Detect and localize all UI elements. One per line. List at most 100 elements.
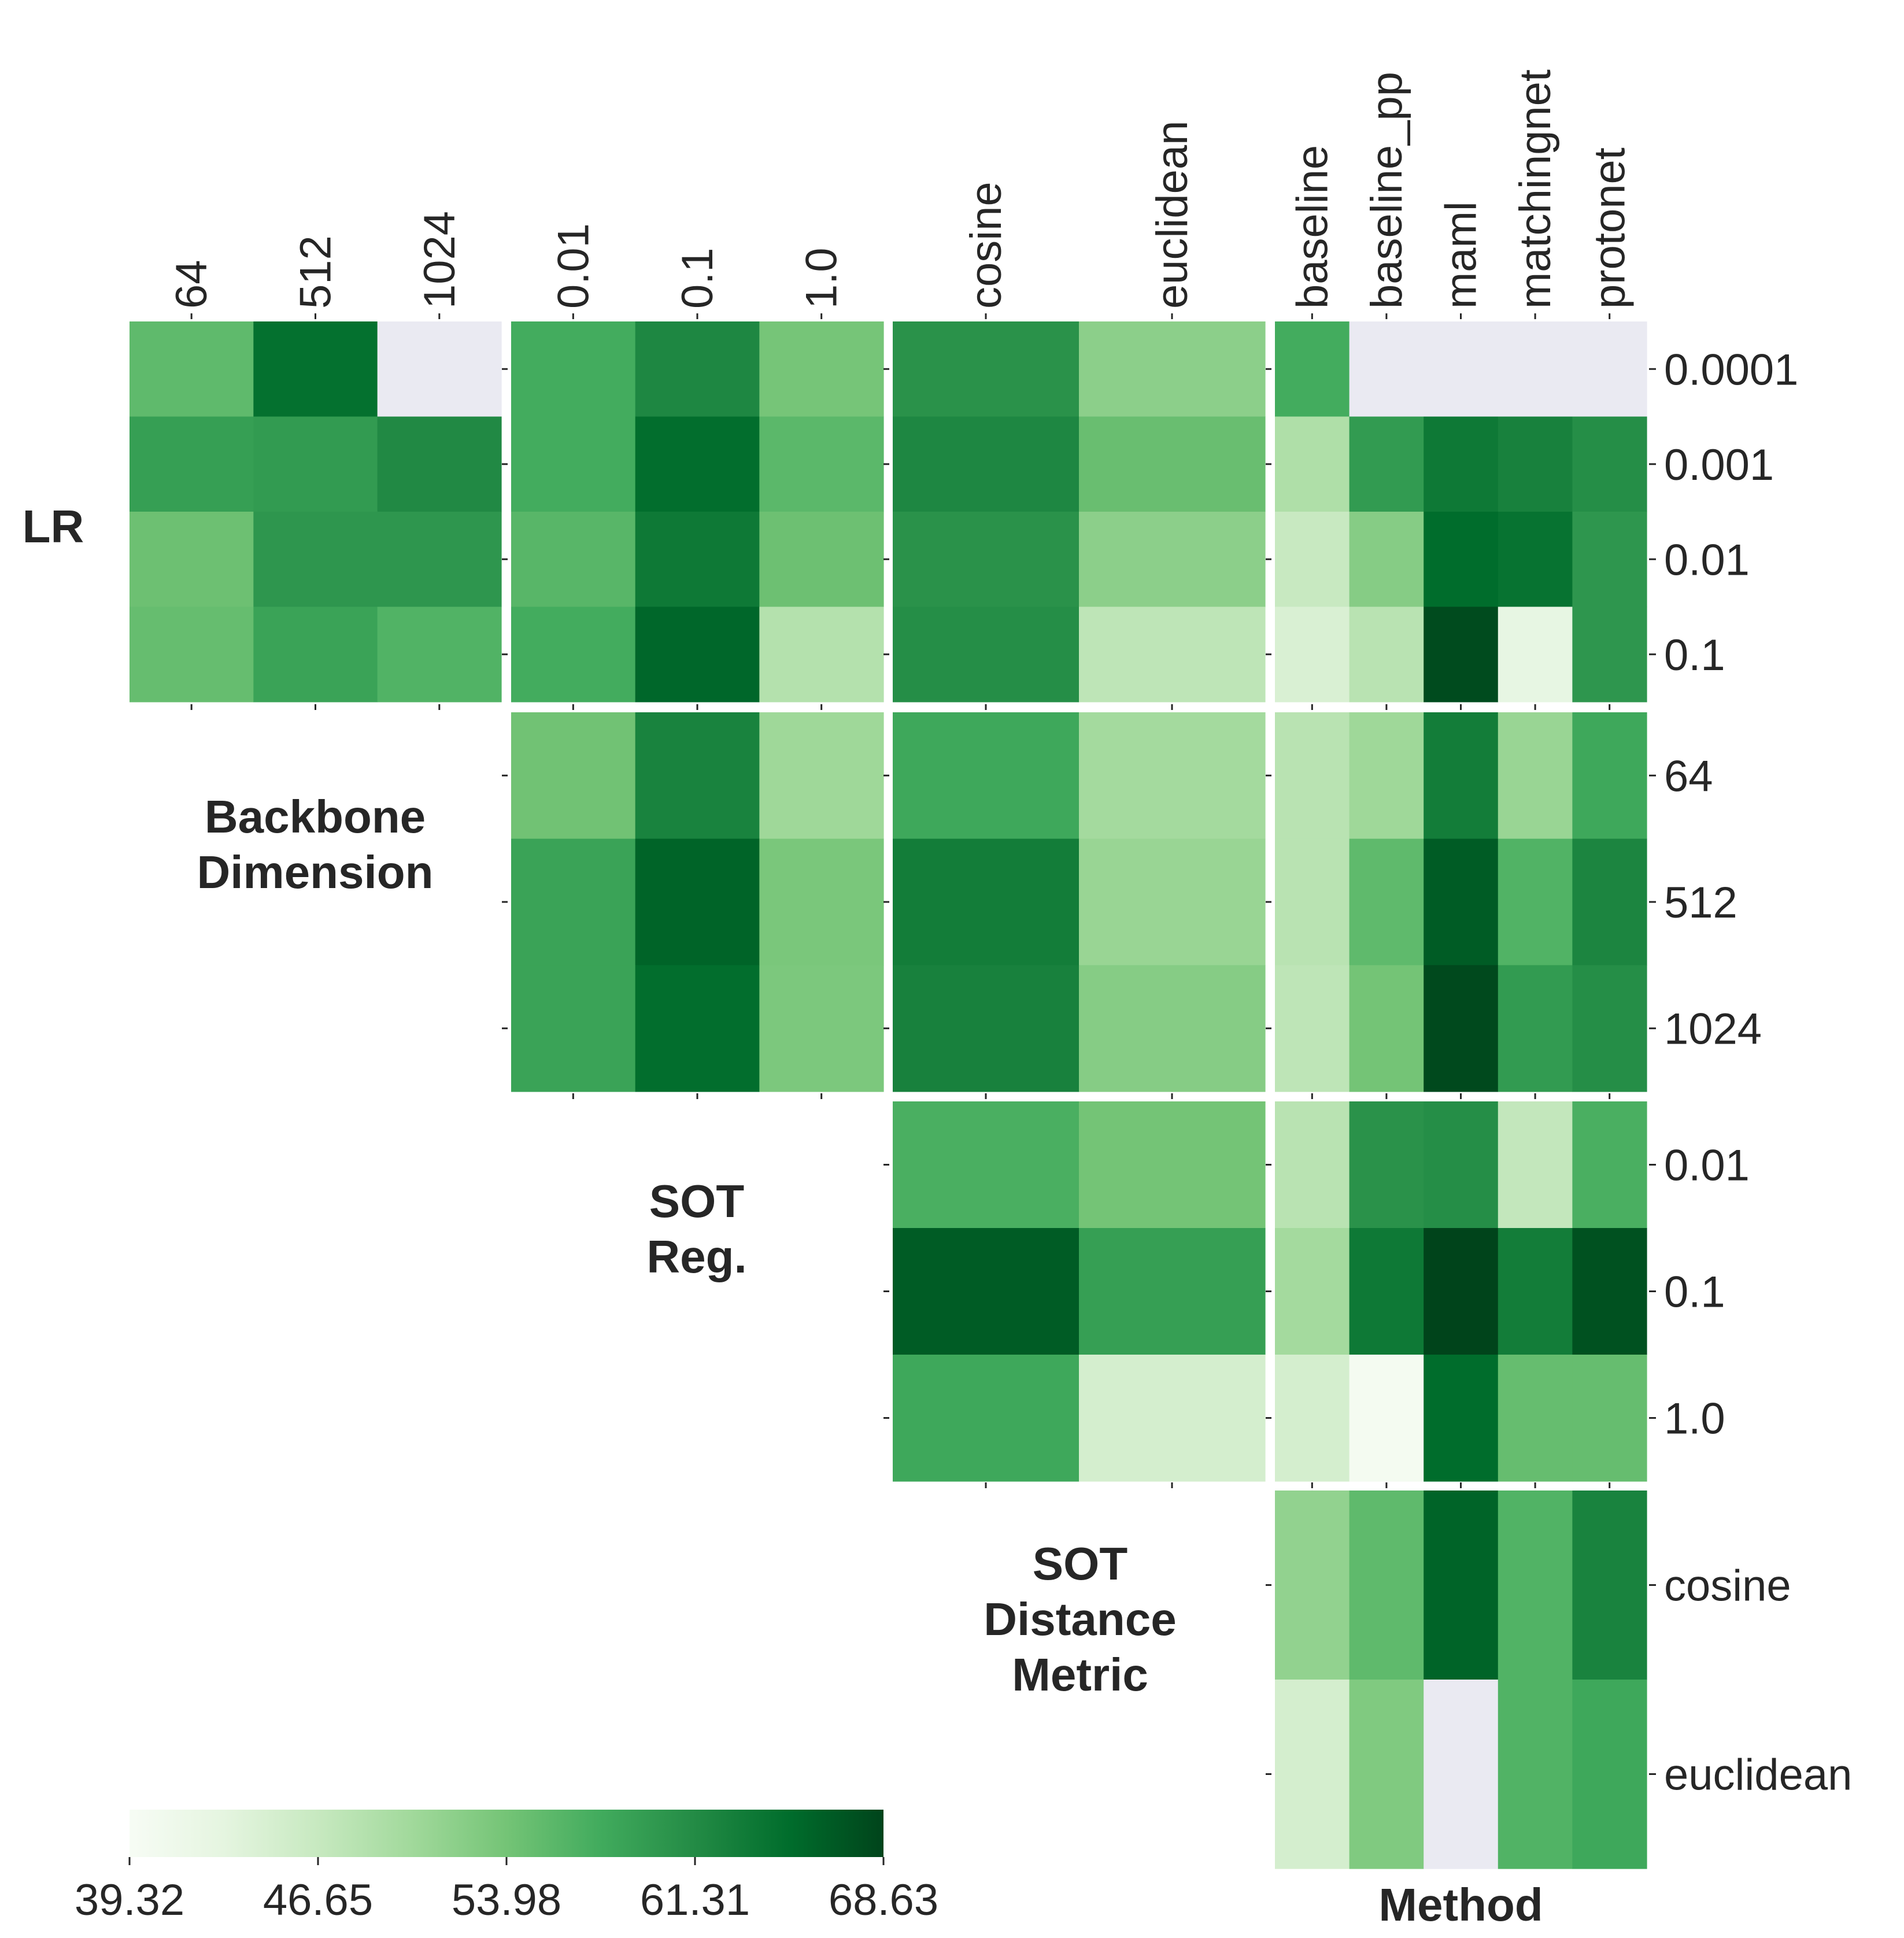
heatmap-cell-sot-reg-0-1-method-maml: 68.63 <box>1424 1228 1499 1355</box>
group-label-backbone-dimension: Backbone Dimension <box>197 791 434 898</box>
row-label-lr-0-01: 0.01 <box>1664 535 1750 585</box>
row-label-lr-0-1: 0.1 <box>1664 631 1725 680</box>
colorbar-gradient <box>130 1810 883 1857</box>
heatmap-cell-backbone-dimension-64-method-baseline-pp: 50.5 <box>1349 712 1424 839</box>
heatmap-cell-lr-0-01-backbone-dimension-512: 60 <box>253 512 378 608</box>
heatmap-cell-sot-reg-0-1-method-baseline: 50 <box>1275 1228 1350 1355</box>
heatmap-cell-sot-distance-metric-euclidean-method-maml: n/a <box>1424 1680 1499 1869</box>
heatmap-cell-sot-reg-0-01-method-baseline-pp: 60.5 <box>1349 1101 1424 1229</box>
column-label-backbone-dimension-64: 64 <box>167 260 216 309</box>
heatmap-cell-sot-reg-0-01-method-baseline: 48 <box>1275 1101 1350 1229</box>
column-label-sot-distance-metric-euclidean: euclidean <box>1148 121 1197 309</box>
heatmap-cell-backbone-dimension-1024-sot-reg-1-0: 53.3 <box>759 965 884 1092</box>
heatmap-cell-lr-0-01-sot-reg-0-01: 56 <box>511 512 636 608</box>
heatmap-cell-backbone-dimension-512-sot-reg-0-01: 58.5 <box>511 838 636 966</box>
heatmap-cell-sot-distance-metric-euclidean-method-protonet: 58 <box>1572 1680 1647 1869</box>
heatmap-cell-lr-0-0001-method-maml: n/a <box>1424 321 1499 417</box>
heatmap-cell-sot-reg-1-0-method-baseline: 45 <box>1275 1355 1350 1482</box>
heatmap-cell-lr-0-001-method-baseline-pp: 59.5 <box>1349 416 1424 512</box>
heatmap-cell-backbone-dimension-64-method-maml: 63 <box>1424 712 1499 839</box>
heatmap-cell-backbone-dimension-512-sot-reg-0-1: 65.8 <box>635 838 760 966</box>
heatmap-cell-lr-0-1-backbone-dimension-512: 58.5 <box>253 606 378 702</box>
heatmap-cell-sot-reg-0-1-method-protonet: 67.5 <box>1572 1228 1647 1355</box>
column-label-method-matchingnet: matchingnet <box>1511 69 1560 309</box>
heatmap-cell-backbone-dimension-512-sot-reg-1-0: 53.5 <box>759 838 884 966</box>
column-label-backbone-dimension-1024: 1024 <box>415 211 464 309</box>
column-label-method-protonet: protonet <box>1585 147 1635 309</box>
colorbar-tick-label-46-65: 46.65 <box>263 1876 373 1925</box>
row-label-lr-0-0001: 0.0001 <box>1664 345 1798 394</box>
heatmap-cell-backbone-dimension-64-sot-reg-0-01: 54.2 <box>511 712 636 839</box>
heatmap-cell-backbone-dimension-512-method-baseline-pp: 55.5 <box>1349 838 1424 966</box>
heatmap-cells: 55.564.5n/a5959.561.554.560605558.556.55… <box>130 321 1647 1869</box>
column-label-sot-reg-0-01: 0.01 <box>549 223 598 309</box>
row-label-lr-0-001: 0.001 <box>1664 441 1774 490</box>
row-label-sot-reg-1-0: 1.0 <box>1664 1395 1725 1444</box>
heatmap-cell-backbone-dimension-64-method-baseline: 48 <box>1275 712 1350 839</box>
heatmap-cell-lr-0-1-sot-reg-0-01: 57.5 <box>511 606 636 702</box>
heatmap-cell-sot-reg-0-1-sot-distance-metric-cosine: 66.5 <box>893 1228 1079 1355</box>
row-label-sot-distance-metric-euclidean: euclidean <box>1664 1751 1852 1800</box>
heatmap-cell-lr-0-1-method-maml: 68 <box>1424 606 1499 702</box>
heatmap-cell-backbone-dimension-512-method-baseline: 48 <box>1275 838 1350 966</box>
heatmap-cell-lr-0-01-sot-distance-metric-cosine: 60.5 <box>893 512 1079 608</box>
heatmap-cell-backbone-dimension-1024-sot-distance-metric-euclidean: 52.5 <box>1079 965 1266 1092</box>
heatmap-cell-lr-0-01-backbone-dimension-1024: 60 <box>377 512 502 608</box>
group-label-lr: LR <box>23 501 84 552</box>
heatmap-cell-lr-0-0001-method-protonet: n/a <box>1572 321 1647 417</box>
heatmap-cell-lr-0-1-method-protonet: 60 <box>1572 606 1647 702</box>
column-label-sot-distance-metric-cosine: cosine <box>962 182 1011 309</box>
heatmap-cell-lr-0-001-backbone-dimension-64: 59 <box>130 416 254 512</box>
row-label-backbone-dimension-512: 512 <box>1664 878 1737 927</box>
heatmap-cell-lr-0-01-method-maml: 65 <box>1424 512 1499 608</box>
row-label-backbone-dimension-64: 64 <box>1664 752 1713 801</box>
heatmap-cell-sot-distance-metric-cosine-method-baseline-pp: 55.5 <box>1349 1491 1424 1680</box>
heatmap-cell-lr-0-1-sot-distance-metric-euclidean: 47.5 <box>1079 606 1266 702</box>
heatmap-cell-lr-0-0001-sot-reg-0-1: 61.8 <box>635 321 760 417</box>
colorbar: 39.32 46.65 53.98 61.31 68.63 <box>75 1810 938 1925</box>
heatmap-cell-sot-reg-1-0-method-protonet: 55 <box>1572 1355 1647 1482</box>
heatmap-cell-sot-reg-1-0-method-matchingnet: 55 <box>1498 1355 1573 1482</box>
heatmap-cell-sot-distance-metric-euclidean-method-baseline: 45 <box>1275 1680 1350 1869</box>
heatmap-cell-backbone-dimension-64-method-protonet: 58 <box>1572 712 1647 839</box>
heatmap-cell-sot-reg-1-0-sot-distance-metric-euclidean: 45 <box>1079 1355 1266 1482</box>
heatmap-cell-lr-0-01-method-baseline: 46.5 <box>1275 512 1350 608</box>
heatmap-cell-sot-distance-metric-cosine-method-protonet: 62.3 <box>1572 1491 1647 1680</box>
heatmap-cell-lr-0-0001-backbone-dimension-1024: n/a <box>377 321 502 417</box>
heatmap-cell-lr-0-001-sot-distance-metric-cosine: 61.8 <box>893 416 1079 512</box>
heatmap-cell-lr-0-01-method-matchingnet: 64.2 <box>1498 512 1573 608</box>
method-axis-label: Method <box>1378 1879 1543 1930</box>
heatmap-cell-sot-reg-0-01-sot-distance-metric-euclidean: 54 <box>1079 1101 1266 1229</box>
heatmap-cell-lr-0-0001-method-baseline: 57.5 <box>1275 321 1350 417</box>
heatmap-cell-backbone-dimension-64-sot-reg-0-1: 62.3 <box>635 712 760 839</box>
heatmap-cell-lr-0-0001-sot-distance-metric-euclidean: 52 <box>1079 321 1266 417</box>
heatmap-cell-sot-distance-metric-euclidean-method-matchingnet: 56.5 <box>1498 1680 1573 1869</box>
heatmap-cell-lr-0-001-method-matchingnet: 62.5 <box>1498 416 1573 512</box>
tick-marks <box>190 313 1656 1775</box>
heatmap-cell-lr-0-001-method-maml: 63.5 <box>1424 416 1499 512</box>
colorbar-tick-label-68-63: 68.63 <box>829 1876 938 1925</box>
heatmap-cell-backbone-dimension-512-sot-distance-metric-euclidean: 51 <box>1079 838 1266 966</box>
heatmap-cell-lr-0-1-backbone-dimension-1024: 56.5 <box>377 606 502 702</box>
heatmap-cell-lr-0-1-sot-reg-0-1: 65.5 <box>635 606 760 702</box>
heatmap-cell-lr-0-1-sot-distance-metric-cosine: 61 <box>893 606 1079 702</box>
heatmap-cell-lr-0-0001-backbone-dimension-512: 64.5 <box>253 321 378 417</box>
heatmap-cell-lr-0-001-sot-reg-0-01: 57.5 <box>511 416 636 512</box>
heatmap-cell-backbone-dimension-1024-method-maml: 68.2 <box>1424 965 1499 1092</box>
heatmap-cell-lr-0-001-sot-reg-1-0: 55.8 <box>759 416 884 512</box>
heatmap-cell-sot-reg-0-01-sot-distance-metric-cosine: 57 <box>893 1101 1079 1229</box>
heatmap-cell-sot-reg-1-0-method-maml: 65 <box>1424 1355 1499 1482</box>
heatmap-cell-lr-0-0001-method-baseline-pp: n/a <box>1349 321 1424 417</box>
colorbar-tick-label-53-98: 53.98 <box>452 1876 561 1925</box>
column-label-sot-reg-0-1: 0.1 <box>673 247 722 309</box>
heatmap-cell-backbone-dimension-1024-sot-distance-metric-cosine: 62.5 <box>893 965 1079 1092</box>
heatmap-cell-sot-reg-0-01-method-maml: 61 <box>1424 1101 1499 1229</box>
heatmap-cell-lr-0-1-method-matchingnet: 42.5 <box>1498 606 1573 702</box>
heatmap-cell-sot-distance-metric-cosine-method-baseline: 51.5 <box>1275 1491 1350 1680</box>
group-label-sot-distance-metric: SOT Distance Metric <box>984 1538 1176 1700</box>
colorbar-tick-label-61-31: 61.31 <box>640 1876 750 1925</box>
heatmap-cell-lr-0-001-sot-distance-metric-euclidean: 54.8 <box>1079 416 1266 512</box>
heatmap-cell-lr-0-1-backbone-dimension-64: 55 <box>130 606 254 702</box>
heatmap-cell-lr-0-0001-sot-reg-0-01: 57.5 <box>511 321 636 417</box>
heatmap-cell-backbone-dimension-64-sot-distance-metric-cosine: 58 <box>893 712 1079 839</box>
